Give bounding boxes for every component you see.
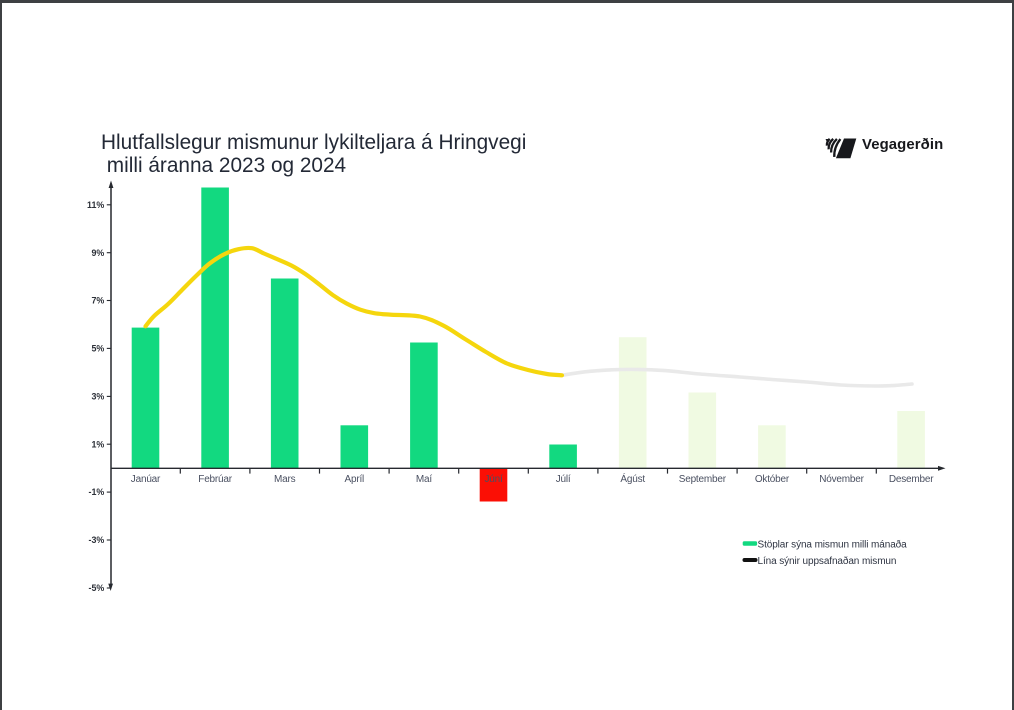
svg-text:Febrúar: Febrúar [198, 474, 232, 485]
svg-text:September: September [679, 474, 727, 485]
svg-text:Október: Október [755, 474, 790, 485]
svg-text:Mars: Mars [274, 474, 296, 485]
svg-text:Júní: Júní [484, 474, 503, 485]
svg-text:9%: 9% [91, 248, 104, 258]
svg-text:3%: 3% [91, 392, 104, 402]
svg-text:Lína sýnir uppsafnaðan mismun: Lína sýnir uppsafnaðan mismun [758, 555, 897, 567]
svg-text:Janúar: Janúar [131, 474, 161, 485]
svg-text:7%: 7% [91, 296, 104, 306]
svg-text:Nóvember: Nóvember [819, 474, 864, 485]
svg-text:Apríl: Apríl [345, 474, 365, 485]
svg-text:1%: 1% [91, 439, 104, 449]
svg-text:Stöplar sýna mismun milli mána: Stöplar sýna mismun milli mánaða [758, 539, 908, 551]
svg-text:-1%: -1% [89, 487, 105, 497]
svg-text:Desember: Desember [889, 474, 934, 485]
svg-text:-3%: -3% [89, 535, 105, 545]
svg-text:Ágúst: Ágúst [620, 472, 645, 485]
svg-text:5%: 5% [91, 344, 104, 354]
svg-text:Maí: Maí [416, 474, 432, 485]
svg-text:-5%: -5% [89, 583, 105, 593]
svg-text:11%: 11% [87, 200, 104, 210]
svg-text:Júlí: Júlí [556, 474, 571, 485]
